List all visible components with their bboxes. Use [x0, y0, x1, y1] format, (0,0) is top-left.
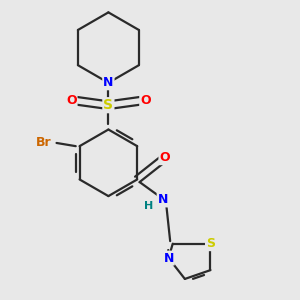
- Text: O: O: [66, 94, 76, 106]
- Text: H: H: [144, 201, 153, 211]
- Text: N: N: [158, 194, 168, 206]
- Text: Br: Br: [36, 136, 52, 149]
- Text: N: N: [164, 252, 174, 265]
- Text: S: S: [206, 237, 215, 250]
- Text: O: O: [140, 94, 151, 106]
- Text: O: O: [159, 151, 170, 164]
- Text: S: S: [103, 98, 113, 112]
- Text: N: N: [103, 76, 114, 89]
